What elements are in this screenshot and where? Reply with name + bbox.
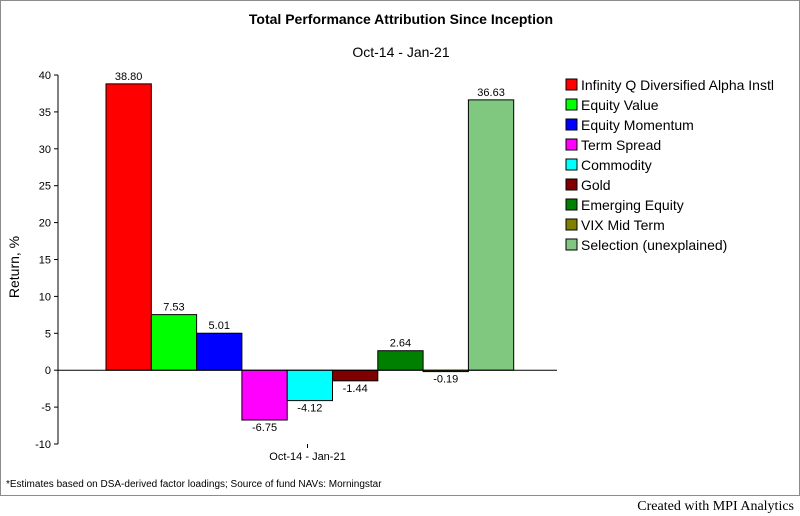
bar-value-label: -4.12 bbox=[297, 403, 322, 415]
y-tick-label: 25 bbox=[39, 181, 51, 193]
bar bbox=[467, 99, 515, 371]
x-axis: Oct-14 - Jan-21 bbox=[58, 369, 557, 463]
legend-label: Gold bbox=[581, 177, 611, 193]
legend-swatch bbox=[565, 118, 578, 131]
footnote: *Estimates based on DSA-derived factor l… bbox=[6, 479, 382, 490]
y-tick-label: 20 bbox=[39, 218, 51, 230]
y-axis-label: Return, % bbox=[6, 236, 22, 298]
bar-value-label: 5.01 bbox=[209, 320, 230, 332]
legend: Infinity Q Diversified Alpha Instl Equity… bbox=[565, 77, 774, 253]
legend-label: Term Spread bbox=[581, 137, 661, 153]
bar-chart: Total Performance Attribution Since Ince… bbox=[6, 11, 774, 463]
bar-labels: 38.80 7.53 5.01 -6.75 -4.12 -1.44 2.64 -0.19 36.… bbox=[115, 71, 505, 434]
legend-swatch bbox=[565, 178, 578, 191]
bar-value-label: -0.19 bbox=[433, 374, 458, 386]
y-tick-label: 40 bbox=[39, 70, 51, 82]
chart-frame: Total Performance Attribution Since Ince… bbox=[0, 0, 800, 496]
y-tick-label: -5 bbox=[41, 402, 51, 414]
legend-swatch bbox=[565, 218, 578, 231]
legend-swatch bbox=[565, 198, 578, 211]
legend-label: Infinity Q Diversified Alpha Instl bbox=[581, 77, 774, 93]
y-tick-label: 35 bbox=[39, 107, 51, 119]
legend-label: Equity Value bbox=[581, 97, 659, 113]
legend-swatch bbox=[565, 158, 578, 171]
bar-value-label: 36.63 bbox=[477, 87, 505, 99]
bar-value-label: 7.53 bbox=[163, 302, 184, 314]
legend-label: Commodity bbox=[581, 157, 652, 173]
bar-value-label: -6.75 bbox=[252, 422, 277, 434]
legend-label: Equity Momentum bbox=[581, 117, 694, 133]
bar bbox=[150, 314, 198, 371]
legend-label: Selection (unexplained) bbox=[581, 237, 727, 253]
bars bbox=[105, 83, 515, 421]
legend-label: Emerging Equity bbox=[581, 197, 684, 213]
y-tick-label: 15 bbox=[39, 255, 51, 267]
bar-value-label: 2.64 bbox=[390, 338, 411, 350]
y-tick-label: 30 bbox=[39, 144, 51, 156]
y-tick-label: 10 bbox=[39, 291, 51, 303]
legend-swatch bbox=[565, 238, 578, 251]
x-tick-label: Oct-14 - Jan-21 bbox=[269, 451, 345, 463]
bar bbox=[332, 369, 379, 382]
bar bbox=[196, 332, 243, 371]
legend-label: VIX Mid Term bbox=[581, 217, 665, 233]
y-tick-label: -10 bbox=[35, 439, 51, 451]
y-tick-label: 5 bbox=[45, 328, 51, 340]
bar bbox=[105, 83, 152, 371]
y-tick-label: 0 bbox=[45, 365, 51, 377]
legend-swatch bbox=[565, 78, 578, 91]
bar bbox=[241, 369, 288, 421]
chart-title: Total Performance Attribution Since Ince… bbox=[249, 11, 553, 27]
bar bbox=[377, 350, 424, 371]
legend-swatch bbox=[565, 138, 578, 151]
y-axis: -10 -5 0 5 10 15 20 25 30 35 40 bbox=[35, 70, 59, 451]
bar-value-label: 38.80 bbox=[115, 71, 143, 83]
credit-text: Created with MPI Analytics bbox=[637, 499, 794, 514]
chart-subtitle: Oct-14 - Jan-21 bbox=[352, 44, 449, 60]
bar-value-label: -1.44 bbox=[343, 383, 368, 395]
legend-swatch bbox=[565, 98, 578, 111]
bar bbox=[286, 369, 334, 402]
